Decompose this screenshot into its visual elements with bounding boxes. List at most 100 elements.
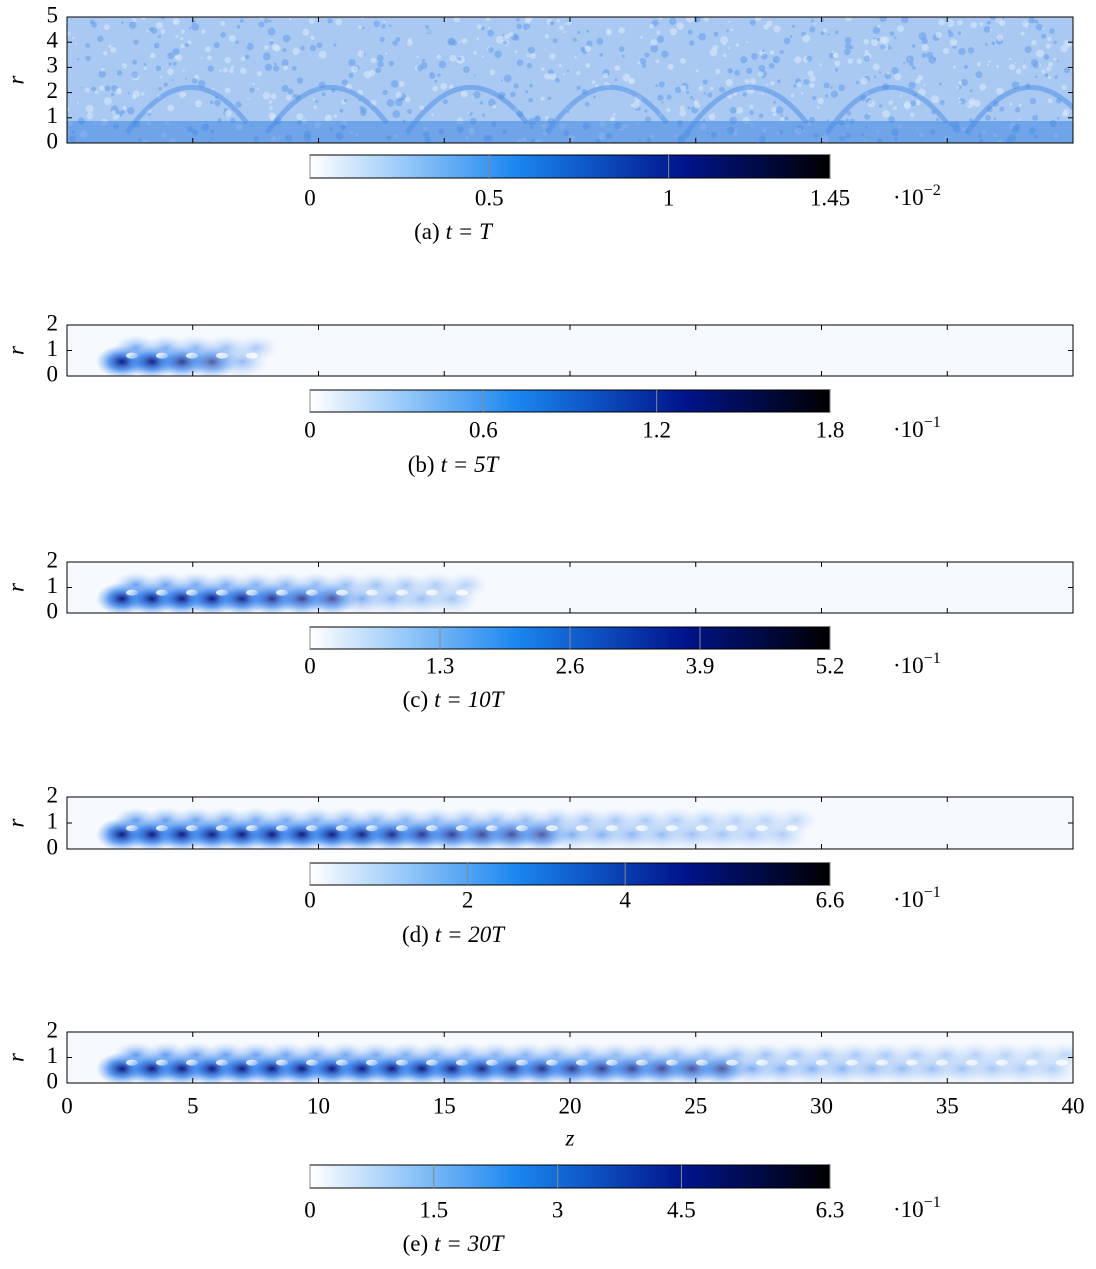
texture — [462, 66, 470, 73]
texture — [377, 61, 384, 68]
texture — [890, 47, 893, 50]
texture — [312, 98, 316, 101]
texture — [502, 34, 505, 37]
y-tick-label: 1 — [47, 336, 59, 361]
texture — [970, 21, 977, 29]
colorbar-tick-label: 1.45 — [810, 185, 850, 210]
texture — [958, 47, 966, 56]
texture — [111, 110, 116, 115]
texture — [97, 35, 104, 43]
texture — [388, 24, 392, 27]
texture — [577, 30, 581, 35]
texture — [911, 44, 916, 48]
texture — [679, 109, 687, 117]
texture — [824, 94, 829, 98]
texture — [831, 50, 834, 53]
texture — [770, 80, 775, 86]
texture — [998, 19, 1006, 27]
texture — [282, 34, 291, 43]
texture — [540, 96, 545, 101]
texture — [698, 86, 704, 91]
texture — [103, 50, 108, 56]
texture — [155, 65, 162, 72]
texture — [188, 27, 192, 30]
texture — [882, 110, 890, 118]
texture — [757, 71, 764, 77]
texture — [656, 35, 665, 43]
texture — [196, 100, 199, 104]
texture — [824, 85, 949, 135]
texture — [348, 72, 354, 78]
texture — [969, 89, 973, 93]
texture — [473, 91, 481, 99]
texture — [585, 62, 591, 68]
texture — [256, 70, 263, 77]
texture — [708, 113, 716, 121]
texture — [1035, 23, 1043, 31]
texture — [180, 29, 185, 34]
texture — [434, 79, 438, 83]
texture — [220, 21, 226, 27]
texture — [149, 52, 156, 59]
texture — [128, 21, 137, 29]
texture — [872, 63, 880, 71]
texture — [1022, 64, 1027, 70]
texture — [385, 52, 388, 55]
texture — [735, 43, 740, 47]
texture — [863, 38, 870, 45]
x-tick-label: 25 — [684, 1093, 707, 1118]
texture — [773, 25, 781, 33]
texture — [903, 101, 911, 109]
texture — [744, 78, 750, 84]
texture — [339, 108, 344, 113]
texture — [813, 22, 816, 25]
texture — [431, 113, 434, 116]
texture — [122, 105, 127, 111]
texture — [424, 24, 429, 30]
texture — [428, 30, 431, 33]
caption-math: t = T — [446, 219, 494, 244]
texture — [191, 22, 200, 31]
texture — [802, 34, 811, 43]
texture — [684, 85, 809, 135]
texture — [240, 56, 246, 61]
texture — [386, 99, 395, 107]
texture — [404, 96, 411, 103]
texture — [247, 97, 250, 100]
texture — [516, 59, 524, 67]
texture — [1021, 20, 1029, 27]
texture — [270, 39, 273, 42]
texture — [1060, 45, 1068, 53]
caption: (c) t = 10T — [403, 687, 506, 712]
texture — [201, 29, 206, 34]
texture — [392, 110, 401, 118]
texture — [979, 83, 987, 91]
texture — [552, 38, 558, 44]
texture — [949, 38, 958, 47]
heatmap-field — [67, 797, 1073, 849]
texture — [525, 17, 534, 22]
texture — [149, 26, 155, 32]
texture — [822, 28, 827, 33]
colorbar — [309, 1164, 831, 1189]
texture — [292, 47, 300, 56]
texture — [256, 87, 259, 90]
texture — [574, 55, 577, 59]
texture — [725, 78, 733, 87]
texture — [316, 42, 323, 48]
texture — [612, 113, 616, 116]
texture — [85, 55, 91, 62]
texture — [476, 37, 480, 41]
texture — [318, 50, 327, 59]
texture — [110, 46, 117, 53]
texture — [460, 90, 468, 98]
texture — [661, 101, 664, 104]
texture — [563, 72, 566, 76]
texture — [734, 69, 740, 76]
texture — [746, 41, 749, 44]
texture — [863, 55, 870, 62]
texture — [116, 70, 123, 76]
texture — [240, 67, 247, 75]
texture — [1041, 33, 1047, 39]
